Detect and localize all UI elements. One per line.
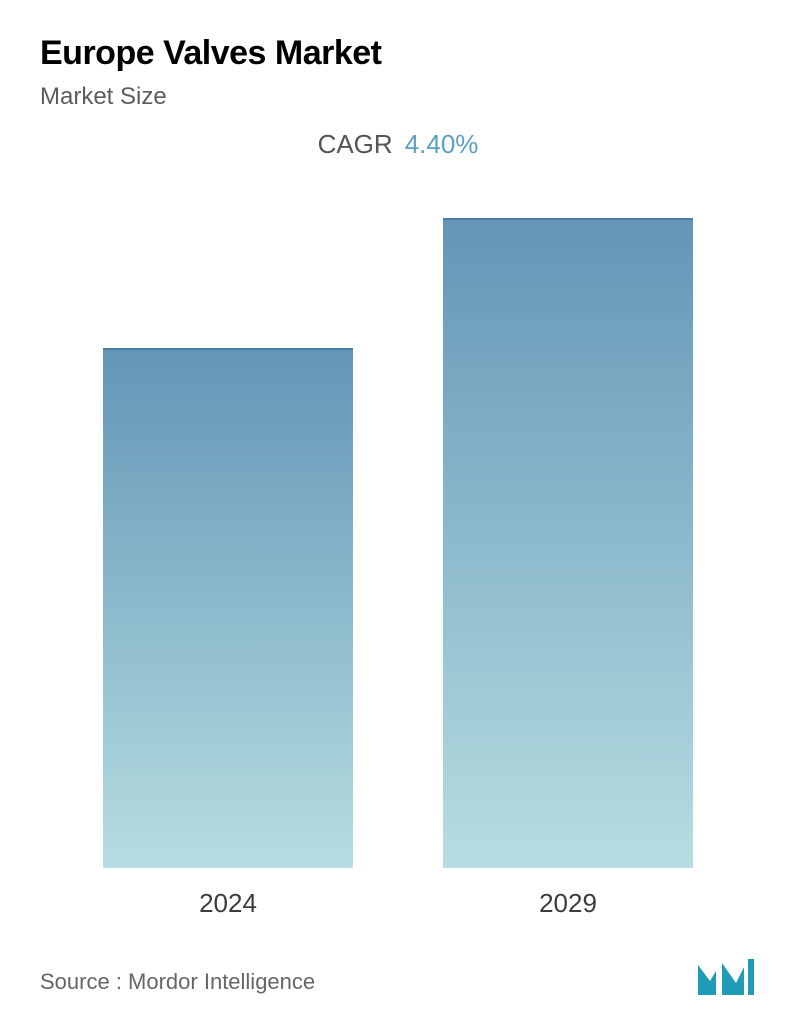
bar-1 [443, 218, 693, 868]
cagr-value: 4.40% [405, 129, 479, 159]
chart-title: Europe Valves Market [40, 34, 756, 73]
bar-chart: 2024 2029 [40, 160, 756, 919]
bar-col-0: 2024 [103, 348, 353, 919]
cagr-row: CAGR 4.40% [40, 129, 756, 160]
footer: Source : Mordor Intelligence [40, 949, 756, 1006]
source-text: Source : Mordor Intelligence [40, 969, 315, 995]
logo-icon [696, 957, 756, 1006]
bar-label-0: 2024 [199, 888, 257, 919]
chart-card: Europe Valves Market Market Size CAGR 4.4… [0, 0, 796, 1034]
chart-subtitle: Market Size [40, 83, 756, 111]
bar-label-1: 2029 [539, 888, 597, 919]
cagr-label: CAGR [318, 129, 393, 159]
bar-col-1: 2029 [443, 218, 693, 919]
bar-0 [103, 348, 353, 868]
